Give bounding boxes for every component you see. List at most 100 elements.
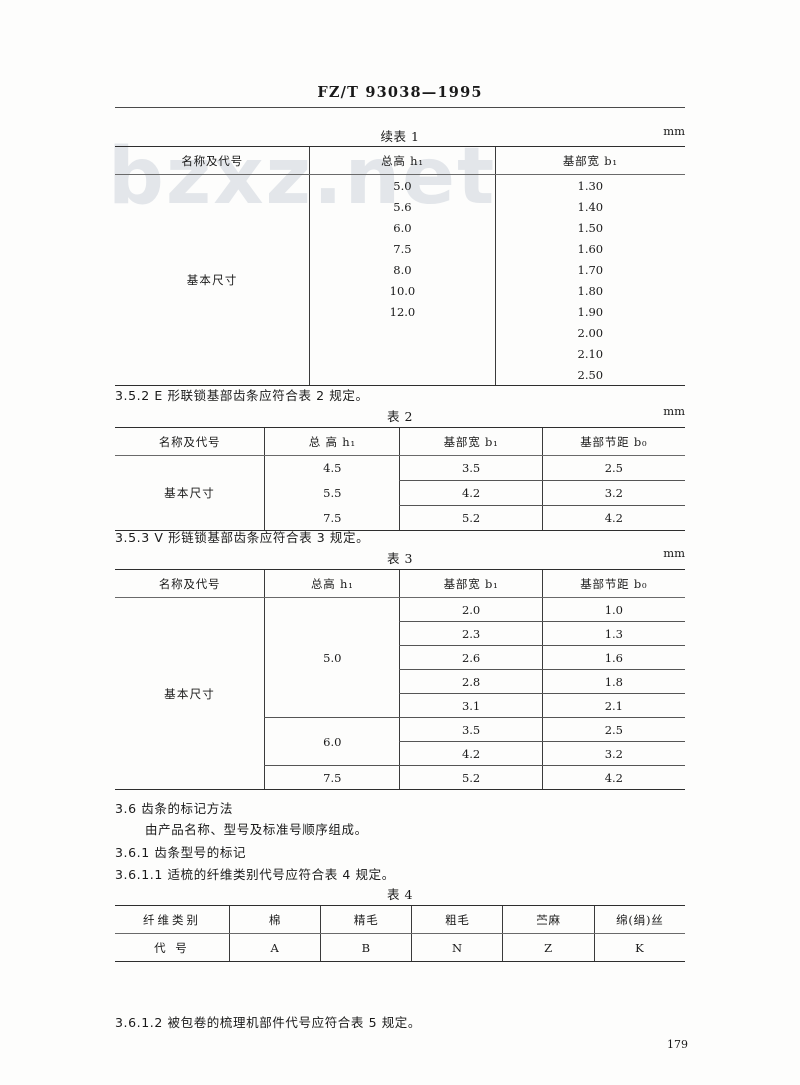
- table1-row: 7.5 1.60: [115, 238, 685, 259]
- section-3611-text: 3.6.1.1 适梳的纤维类别代号应符合表 4 规定。: [115, 867, 395, 882]
- table4-code-4: K: [593, 933, 685, 962]
- table3-base-pitch-g2-0: 4.2: [541, 765, 685, 790]
- table3-base-width-g1-1: 4.2: [399, 741, 543, 766]
- table1-row: 2.50: [115, 364, 685, 386]
- table3-base-width-g2-0: 5.2: [399, 765, 543, 790]
- table1-total-height-2: 6.0: [309, 217, 496, 238]
- table2-base-pitch-0: 2.5: [541, 455, 685, 481]
- table2-base-width-2: 5.2: [399, 505, 543, 531]
- table3-base-width-g1-0: 3.5: [399, 717, 543, 742]
- table1-base-width-6: 1.90: [494, 301, 685, 322]
- table3-base-width-g0-3: 2.8: [399, 669, 543, 694]
- running-head: FZ/T 93038—1995: [317, 84, 483, 101]
- table2-unit: mm: [663, 404, 685, 418]
- table4-fiber-type-3: 苎麻: [502, 905, 595, 934]
- table4-row-label-code: 代 号: [115, 933, 230, 962]
- table3-name-label: 基本尺寸: [115, 597, 265, 790]
- table2-name-label: 基本尺寸: [115, 455, 265, 531]
- table1-header-total-height: 总高 h₁: [309, 146, 496, 175]
- table4-fiber-type-2: 粗毛: [411, 905, 503, 934]
- table1-base-width-5: 1.80: [494, 280, 685, 301]
- section-352-text: 3.5.2 E 形联锁基部齿条应符合表 2 规定。: [115, 388, 369, 403]
- table3-base-width-g0-2: 2.6: [399, 645, 543, 670]
- table2-header-base-pitch: 基部节距 b₀: [541, 427, 685, 456]
- table3-row: 基本尺寸 5.0 2.0 1.0: [115, 597, 685, 790]
- table1-row: 2.10: [115, 343, 685, 364]
- table4-code-0: A: [228, 933, 321, 962]
- table3-base-width-g0-0: 2.0: [399, 597, 543, 622]
- table3: 名称及代号 总高 h₁ 基部宽 b₁ 基部节距 b₀ 基本尺寸 5.0 2.0 …: [115, 569, 685, 790]
- table1-row: 8.0 1.70: [115, 259, 685, 280]
- table1-base-width-9: 2.50: [494, 364, 685, 386]
- table3-header-base-pitch: 基部节距 b₀: [541, 569, 685, 598]
- section-36-body: 由产品名称、型号及标准号顺序组成。: [145, 822, 368, 837]
- table1-base-width-7: 2.00: [494, 322, 685, 343]
- table3-header-total-height: 总高 h₁: [264, 569, 400, 598]
- table1-row: 10.0 1.80: [115, 280, 685, 301]
- table2-base-pitch-1: 3.2: [541, 480, 685, 506]
- table4: 纤维类别 棉 精毛 粗毛 苎麻 绵(绢)丝 代 号 A B N Z K: [115, 905, 685, 962]
- table3-header-row: 名称及代号 总高 h₁ 基部宽 b₁ 基部节距 b₀: [115, 569, 685, 598]
- table2: 名称及代号 总 高 h₁ 基部宽 b₁ 基部节距 b₀ 基本尺寸 4.5 3.5…: [115, 427, 685, 531]
- table1-base-width-8: 2.10: [494, 343, 685, 364]
- table1-base-width-1: 1.40: [494, 196, 685, 217]
- table3-base-pitch-g1-1: 3.2: [541, 741, 685, 766]
- table3-row: 3.1 2.1: [115, 693, 685, 718]
- table2-row: 5.5 4.2 3.2: [115, 480, 685, 506]
- table1-row: 12.0 1.90: [115, 301, 685, 322]
- table1-total-height-0: 5.0: [309, 174, 496, 196]
- table2-total-height-2: 7.5: [264, 505, 400, 531]
- section-361-text: 3.6.1 齿条型号的标记: [115, 845, 247, 860]
- table4-row-label-fiber-type: 纤维类别: [115, 905, 230, 934]
- table1-total-height-blank: [309, 343, 496, 364]
- table3-unit: mm: [663, 546, 685, 560]
- table1-caption: 续表 1: [380, 129, 420, 144]
- table2-row: 7.5 5.2 4.2: [115, 505, 685, 531]
- table3-row: 7.5 5.2 4.2: [115, 765, 685, 790]
- table4-caption: 表 4: [387, 887, 413, 902]
- table4-row: 代 号 A B N Z K: [115, 933, 685, 962]
- page-number: 179: [667, 1038, 688, 1051]
- table1-total-height-blank: [309, 322, 496, 343]
- table1-base-width-2: 1.50: [494, 217, 685, 238]
- table3-caption: 表 3: [387, 551, 413, 566]
- table2-base-pitch-2: 4.2: [541, 505, 685, 531]
- table1-total-height-blank: [309, 364, 496, 386]
- table3-row: 6.0 3.5 2.5: [115, 717, 685, 766]
- table1-row: 2.00: [115, 322, 685, 343]
- table2-total-height-1: 5.5: [264, 480, 400, 506]
- table1-header-row: 名称及代号 总高 h₁ 基部宽 b₁: [115, 146, 685, 175]
- header-rule: [115, 107, 685, 108]
- table3-total-height-g1: 6.0: [264, 717, 400, 766]
- table3-row: 2.8 1.8: [115, 669, 685, 694]
- table1-row: 6.0 1.50: [115, 217, 685, 238]
- table3-total-height-g0: 5.0: [264, 597, 400, 718]
- table3-header-base-width: 基部宽 b₁: [399, 569, 543, 598]
- table1-total-height-4: 8.0: [309, 259, 496, 280]
- table1-total-height-5: 10.0: [309, 280, 496, 301]
- table1-total-height-6: 12.0: [309, 301, 496, 322]
- table2-row: 基本尺寸 4.5 3.5 2.5: [115, 455, 685, 531]
- table2-header-total-height: 总 高 h₁: [264, 427, 400, 456]
- table4-code-2: N: [411, 933, 503, 962]
- table2-header-name: 名称及代号: [115, 427, 265, 456]
- table2-caption-row: 表 2 mm: [0, 404, 800, 425]
- section-3612-text: 3.6.1.2 被包卷的梳理机部件代号应符合表 5 规定。: [115, 1015, 422, 1030]
- table3-base-width-g0-1: 2.3: [399, 621, 543, 646]
- table3-caption-row: 表 3 mm: [0, 546, 800, 567]
- section-36-heading: 3.6 齿条的标记方法: [115, 801, 233, 816]
- table1-caption-row: 续表 1 mm: [0, 124, 800, 145]
- table3-base-pitch-g0-2: 1.6: [541, 645, 685, 670]
- table3-base-pitch-g0-4: 2.1: [541, 693, 685, 718]
- table3-header-name: 名称及代号: [115, 569, 265, 598]
- table4-fiber-type-0: 棉: [228, 905, 321, 934]
- table4-header-row: 纤维类别 棉 精毛 粗毛 苎麻 绵(绢)丝: [115, 905, 685, 934]
- table2-header-row: 名称及代号 总 高 h₁ 基部宽 b₁ 基部节距 b₀: [115, 427, 685, 456]
- table4-fiber-type-1: 精毛: [320, 905, 412, 934]
- table4-code-1: B: [320, 933, 412, 962]
- table1-unit: mm: [663, 124, 685, 138]
- table1: 名称及代号 总高 h₁ 基部宽 b₁ 基本尺寸 5.0 1.30 5.6 1.4…: [115, 146, 685, 386]
- table1-header-base-width: 基部宽 b₁: [494, 146, 685, 175]
- table3-base-width-g0-4: 3.1: [399, 693, 543, 718]
